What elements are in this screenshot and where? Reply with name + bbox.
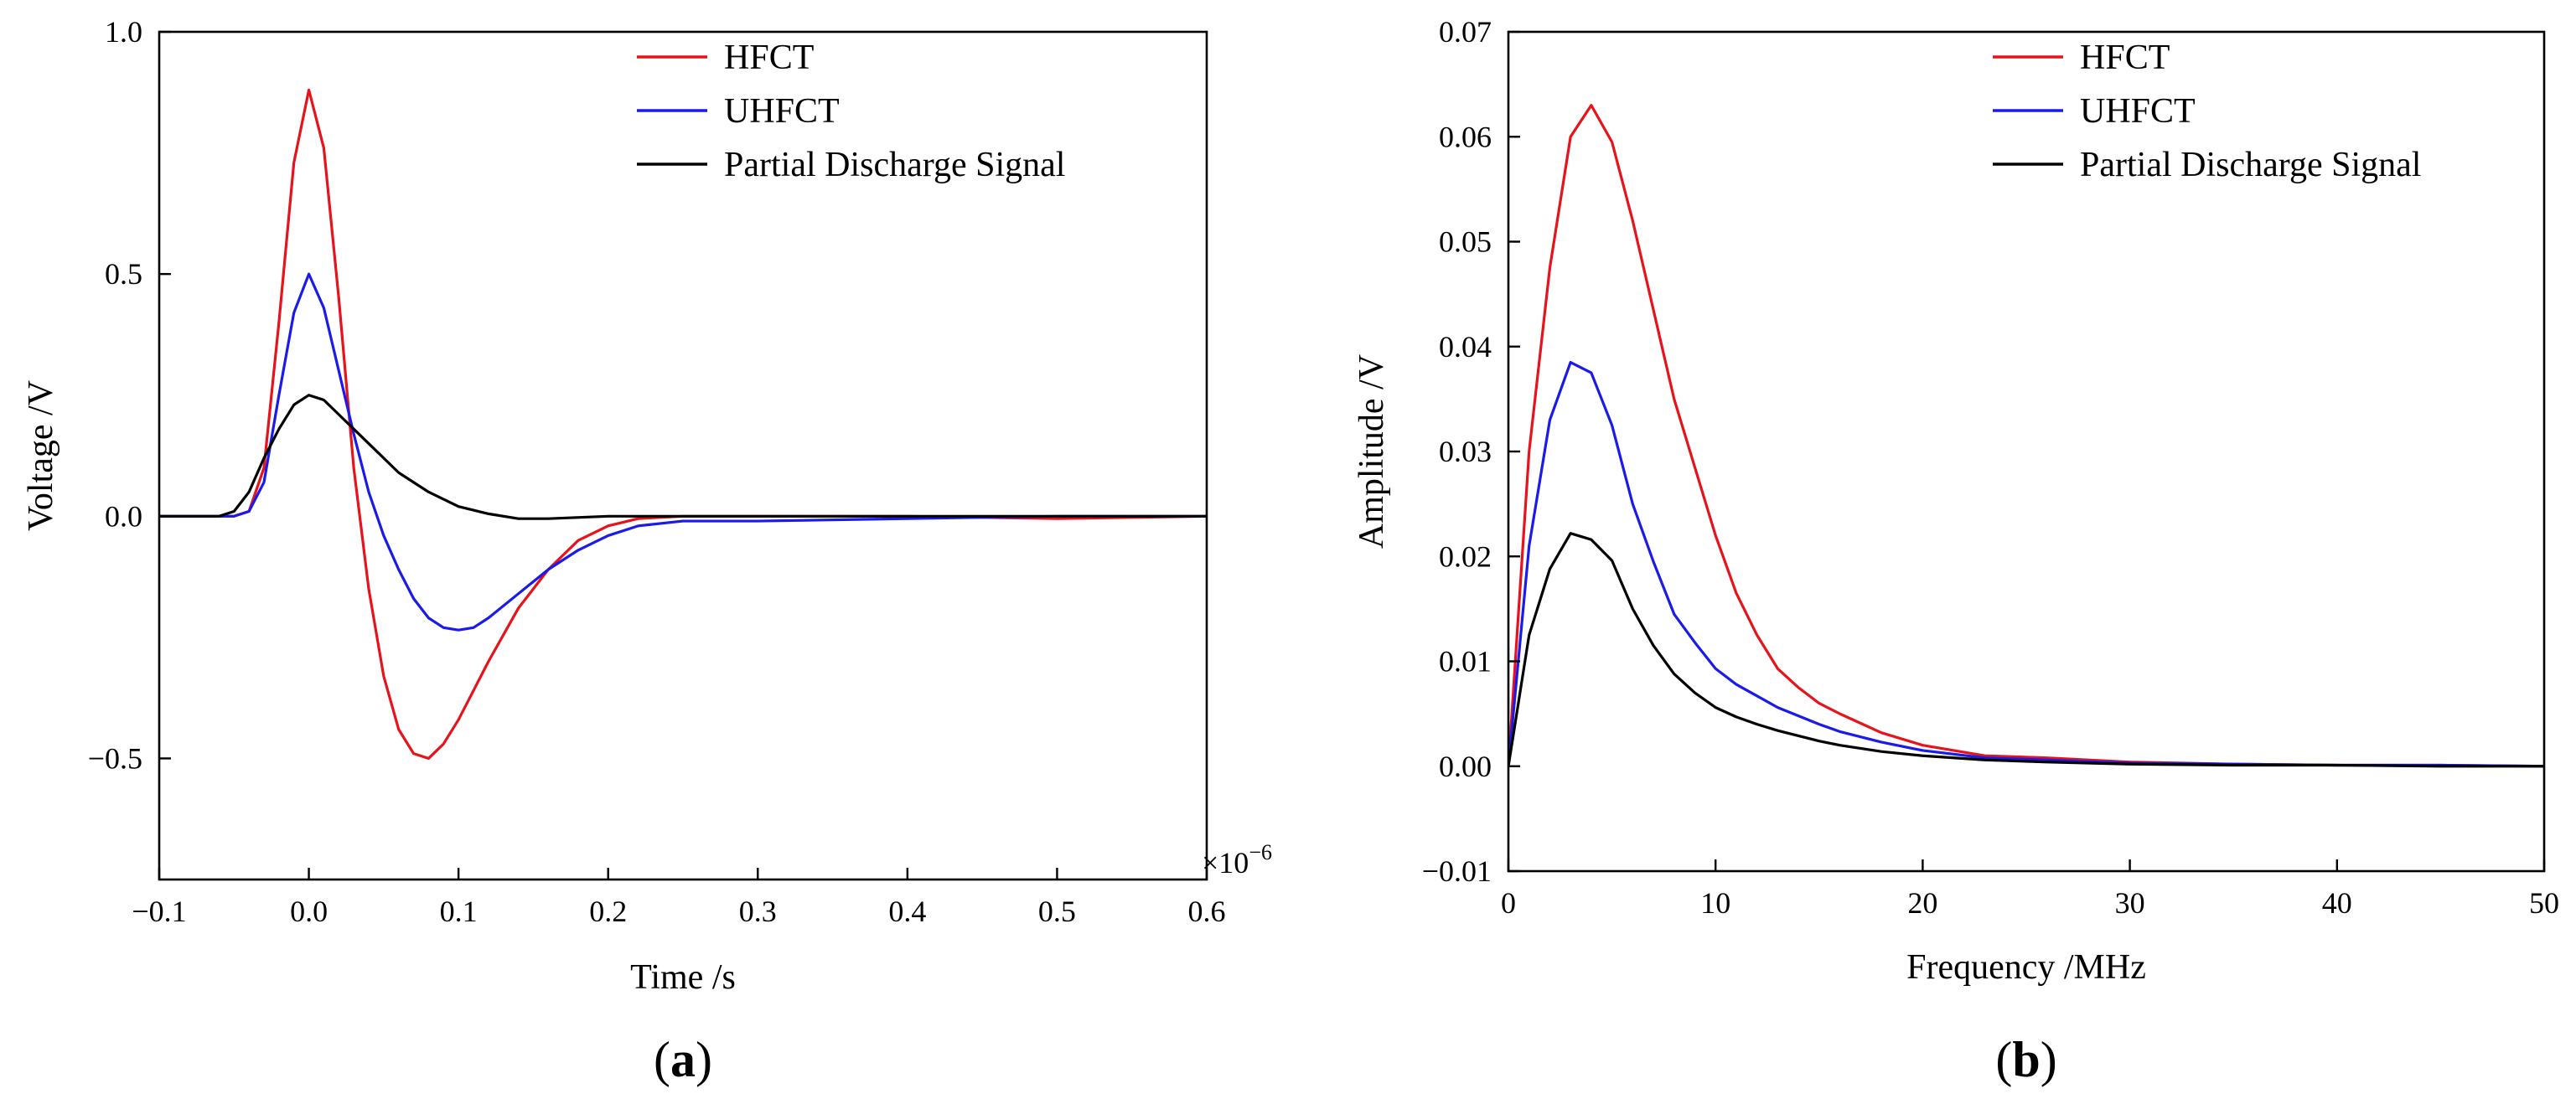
y-axis-title: Voltage /V [22, 380, 60, 531]
panel-a: −0.1 0.0 0.1 0.2 0.3 0.4 0.5 0.6 −0.5 0.0 0.5 1.0 ×1… [22, 15, 1272, 1087]
legend-label-partial-discharge-signal: Partial Discharge Signal [724, 146, 1065, 184]
y-tick-label: 0.02 [1439, 539, 1492, 573]
y-tick-label: 1.0 [105, 15, 142, 49]
panel-label: (b) [1995, 1032, 2056, 1087]
y-tick-label: 0.01 [1439, 645, 1492, 678]
legend-label-partial-discharge-signal: Partial Discharge Signal [2080, 146, 2421, 184]
legend-label-uhfct: UHFCT [2080, 92, 2196, 131]
series-line-partial-discharge-signal [1508, 532, 2544, 768]
x-tick-label: 0.2 [589, 895, 627, 928]
x-tick-label: 0.4 [888, 895, 926, 928]
x-axis-multiplier: ×10−6 [1202, 840, 1272, 880]
series-line-uhfct [1508, 360, 2544, 768]
y-axis-title: Amplitude /V [1353, 354, 1391, 549]
y-tick-label: −0.01 [1422, 854, 1492, 888]
x-tick-label: 10 [1700, 886, 1730, 920]
y-tick-label: 0.03 [1439, 435, 1492, 468]
legend-label-uhfct: UHFCT [724, 92, 840, 131]
y-tick-label: 0.0 [105, 499, 142, 533]
y-tick-label: 0.07 [1439, 15, 1492, 49]
legend-label-hfct: HFCT [724, 39, 814, 77]
x-tick-label: 0.1 [440, 895, 478, 928]
series-line-uhfct [159, 272, 1207, 632]
legend-label-hfct: HFCT [2080, 39, 2170, 77]
x-tick-label: 0 [1501, 886, 1516, 920]
series-line-hfct [159, 88, 1207, 761]
y-tick-label: −0.5 [88, 741, 142, 775]
x-tick-label: 40 [2322, 886, 2352, 920]
x-tick-label: 20 [1907, 886, 1937, 920]
x-tick-label: 0.3 [739, 895, 777, 928]
x-tick-label: 0.6 [1188, 895, 1226, 928]
x-axis-title: Frequency /MHz [1906, 948, 2146, 987]
series-line-partial-discharge-signal [159, 394, 1207, 520]
x-axis-title: Time /s [630, 958, 736, 997]
panel-b: 0 10 20 30 40 50 −0.01 0.00 0.01 0.02 0.03 0.04 0.05… [1353, 15, 2559, 1087]
series-line-hfct [1508, 104, 2544, 768]
y-tick-label: 0.06 [1439, 120, 1492, 153]
x-tick-label: 0.0 [290, 895, 328, 928]
panel-label: (a) [654, 1032, 712, 1087]
y-tick-label: 0.05 [1439, 225, 1492, 259]
x-tick-label: −0.1 [132, 895, 186, 928]
x-tick-label: 0.5 [1038, 895, 1076, 928]
y-tick-label: 0.04 [1439, 330, 1492, 364]
plot-frame [158, 30, 1208, 881]
x-tick-label: 30 [2115, 886, 2145, 920]
y-tick-label: 0.5 [105, 257, 142, 291]
x-tick-label: 50 [2529, 886, 2559, 920]
y-tick-label: 0.00 [1439, 750, 1492, 783]
